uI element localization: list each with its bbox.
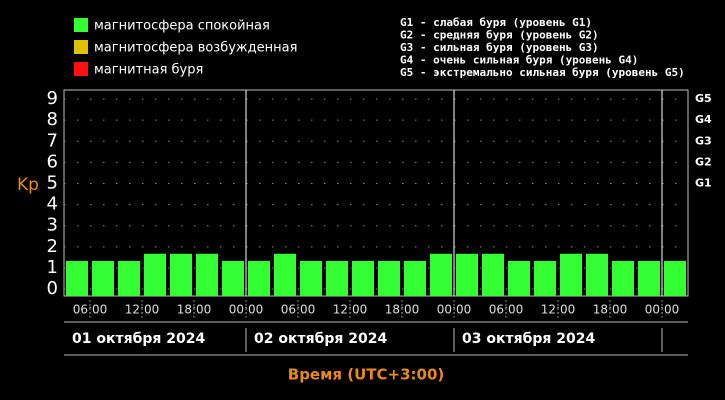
- bar: [430, 253, 452, 296]
- x-axis-label: Время (UTC+3:00): [288, 366, 444, 384]
- bar: [378, 260, 400, 296]
- bar: [118, 260, 140, 296]
- y-tick-label: 1: [47, 257, 58, 278]
- y-tick-label: 8: [47, 109, 58, 130]
- y-tick-label: 0: [47, 278, 58, 299]
- storm-legend: G5 - экстремально сильная буря (уровень …: [400, 66, 685, 79]
- bar: [170, 253, 192, 296]
- bar: [300, 260, 322, 296]
- y2-tick-label: G1: [695, 177, 712, 190]
- y-tick-label: 6: [47, 151, 58, 172]
- y2-tick-label: G2: [695, 155, 712, 168]
- y-tick-label: 2: [47, 236, 58, 257]
- bar: [560, 253, 582, 296]
- bar: [638, 260, 660, 296]
- bar: [612, 260, 634, 296]
- y-tick-label: 9: [47, 88, 58, 109]
- bar: [222, 260, 244, 296]
- day-label: 02 октября 2024: [254, 331, 387, 347]
- y2-tick-label: G3: [695, 134, 712, 147]
- bar: [404, 260, 426, 296]
- plot-frame: [63, 89, 689, 297]
- legend-swatch: [74, 18, 88, 32]
- bar: [92, 260, 114, 296]
- legend-swatch: [74, 62, 88, 76]
- y2-tick-label: G4: [695, 113, 712, 126]
- y-tick-label: 7: [47, 130, 58, 151]
- bar: [144, 253, 166, 296]
- bar: [664, 260, 686, 296]
- bar: [248, 260, 270, 296]
- bar: [352, 260, 374, 296]
- bar: [534, 260, 556, 296]
- bar: [196, 253, 218, 296]
- bar: [456, 253, 478, 296]
- storm-legend: G4 - очень сильная буря (уровень G4): [400, 54, 638, 67]
- y2-tick-label: G5: [695, 92, 712, 105]
- day-label: 03 октября 2024: [462, 331, 595, 347]
- y-tick-label: 3: [47, 215, 58, 236]
- legend-label: магнитосфера возбужденная: [94, 41, 297, 56]
- bar: [66, 260, 88, 296]
- day-label: 01 октября 2024: [72, 331, 205, 347]
- y-tick-label: 4: [47, 194, 58, 215]
- storm-legend: G3 - сильная буря (уровень G3): [400, 41, 599, 54]
- y-axis-label: Kp: [17, 175, 39, 195]
- bar: [482, 253, 504, 296]
- bar: [274, 253, 296, 296]
- y-tick-label: 5: [47, 173, 58, 194]
- legend-swatch: [74, 40, 88, 54]
- bar: [326, 260, 348, 296]
- bar: [508, 260, 530, 296]
- storm-legend: G1 - слабая буря (уровень G1): [400, 16, 592, 29]
- legend-label: магнитосфера спокойная: [94, 19, 270, 34]
- bar: [586, 253, 608, 296]
- legend-label: магнитная буря: [94, 63, 203, 78]
- storm-legend: G2 - средняя буря (уровень G2): [400, 29, 599, 42]
